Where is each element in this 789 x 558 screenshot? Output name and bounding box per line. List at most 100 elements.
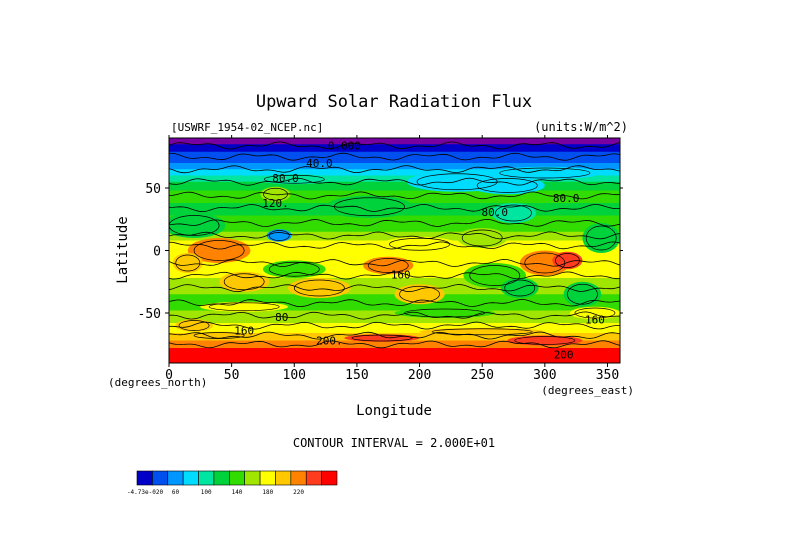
contour-label: 0.000 bbox=[328, 140, 361, 153]
colorbar-swatch bbox=[244, 470, 261, 486]
x-tick-label: 100 bbox=[283, 368, 306, 383]
flux-band bbox=[169, 310, 620, 324]
contour-line bbox=[431, 328, 533, 336]
contour-line bbox=[169, 203, 620, 213]
colorbar-swatch bbox=[152, 470, 169, 486]
contour-line bbox=[223, 273, 265, 291]
y-unit-label: (degrees_north) bbox=[108, 376, 207, 389]
contour-line bbox=[169, 218, 620, 227]
colorbar-tick-label: 140 bbox=[232, 489, 243, 496]
y-axis-title: Latitude bbox=[115, 216, 131, 283]
x-axis-title: Longitude bbox=[356, 403, 432, 419]
colorbar-swatch bbox=[305, 470, 322, 486]
contour-label: 200 bbox=[554, 348, 574, 361]
contour-line bbox=[389, 237, 450, 251]
contour-line bbox=[169, 241, 620, 250]
contour-line bbox=[567, 283, 598, 305]
contour-line bbox=[169, 152, 620, 161]
colorbar-tick-label: 100 bbox=[201, 489, 212, 496]
colorbar-tick-label: 180 bbox=[262, 489, 273, 496]
x-tick-label: 250 bbox=[470, 368, 493, 383]
contour-line bbox=[193, 332, 245, 339]
contour-line bbox=[169, 215, 220, 236]
flux-band bbox=[169, 151, 620, 158]
contour-line bbox=[178, 320, 210, 331]
contour-label: 80.0 bbox=[553, 192, 580, 205]
contour-label: 80.0 bbox=[272, 172, 299, 185]
contour-line bbox=[416, 173, 498, 191]
contour-label: 40.0 bbox=[306, 157, 333, 170]
flux-patch bbox=[582, 223, 620, 253]
contour-label: 120. bbox=[262, 197, 289, 210]
flux-patch bbox=[563, 281, 602, 307]
flux-patch bbox=[394, 284, 445, 305]
flux-band bbox=[169, 163, 620, 170]
contour-label: 80.0 bbox=[481, 206, 508, 219]
contour-line bbox=[268, 261, 320, 277]
flux-patch bbox=[394, 308, 495, 318]
contour-line bbox=[169, 177, 620, 186]
flux-patch bbox=[262, 260, 326, 278]
y-tick-label: 0 bbox=[153, 245, 161, 260]
contour-line bbox=[555, 253, 580, 268]
contour-line bbox=[499, 167, 591, 179]
colorbar: -4.73e-020 60 100 140 180 220 bbox=[127, 470, 338, 496]
contour-label: 160 bbox=[585, 313, 605, 326]
colorbar-swatch bbox=[229, 470, 245, 486]
contour-line bbox=[351, 334, 413, 342]
plot-area: 0.000 40.0 80.0 80.0 120. 80.0 160 160 80 160 200.… bbox=[169, 138, 620, 363]
flux-patch bbox=[569, 306, 620, 320]
flux-patch bbox=[419, 328, 545, 336]
contour-line bbox=[495, 204, 532, 222]
contour-line bbox=[175, 254, 201, 272]
x-tick-label: 300 bbox=[533, 368, 556, 383]
contour-labels: 0.000 40.0 80.0 80.0 120. 80.0 160 160 80 160 200.… bbox=[234, 140, 605, 362]
flux-patch bbox=[469, 176, 545, 195]
contour-line bbox=[169, 141, 620, 150]
colorbar-swatch bbox=[213, 470, 230, 486]
contour-line bbox=[504, 279, 536, 297]
flux-patch bbox=[187, 238, 251, 263]
flux-band bbox=[169, 138, 620, 145]
x-tick-label: 200 bbox=[408, 368, 431, 383]
x-tick-label: 50 bbox=[224, 368, 240, 383]
colorbar-tick-label: 220 bbox=[293, 489, 304, 496]
contour-line bbox=[461, 229, 503, 247]
y-axis: 50 0 -50 bbox=[138, 182, 623, 322]
flux-patch bbox=[344, 334, 420, 342]
flux-band bbox=[169, 215, 620, 233]
contour-line bbox=[514, 336, 576, 345]
flux-patch bbox=[288, 278, 351, 298]
flux-band bbox=[169, 175, 620, 183]
flux-patch bbox=[175, 319, 213, 332]
colorbar-swatch bbox=[167, 470, 184, 486]
colorbar-tick-label: 60 bbox=[172, 489, 180, 496]
file-label: [USWRF_1954-02_NCEP.nc] bbox=[171, 121, 323, 134]
contour-lines bbox=[169, 141, 620, 349]
contour-line bbox=[169, 231, 620, 240]
flux-band bbox=[169, 145, 620, 153]
contour-label: 160 bbox=[391, 268, 411, 281]
colorbar-swatch bbox=[321, 470, 338, 486]
contour-line bbox=[169, 340, 620, 349]
colorbar-swatch bbox=[259, 470, 276, 486]
contour-line bbox=[334, 197, 405, 217]
flux-band bbox=[169, 181, 620, 191]
contour-line bbox=[169, 321, 620, 330]
flux-patch bbox=[172, 253, 203, 273]
contour-line bbox=[574, 307, 616, 319]
x-tick-label: 0 bbox=[165, 368, 173, 383]
flux-band bbox=[169, 323, 620, 334]
contour-interval-label: CONTOUR INTERVAL = 2.000E+01 bbox=[293, 436, 495, 450]
contour-line bbox=[367, 258, 409, 273]
flux-patches bbox=[169, 166, 620, 346]
flux-patch bbox=[457, 228, 508, 248]
contour-line bbox=[476, 178, 538, 193]
contour-label: 200. bbox=[316, 335, 343, 348]
flux-patch bbox=[325, 195, 414, 218]
x-tick-label: 150 bbox=[345, 368, 368, 383]
contour-line bbox=[169, 165, 620, 174]
contour-line bbox=[169, 331, 620, 340]
contour-line bbox=[524, 252, 566, 274]
